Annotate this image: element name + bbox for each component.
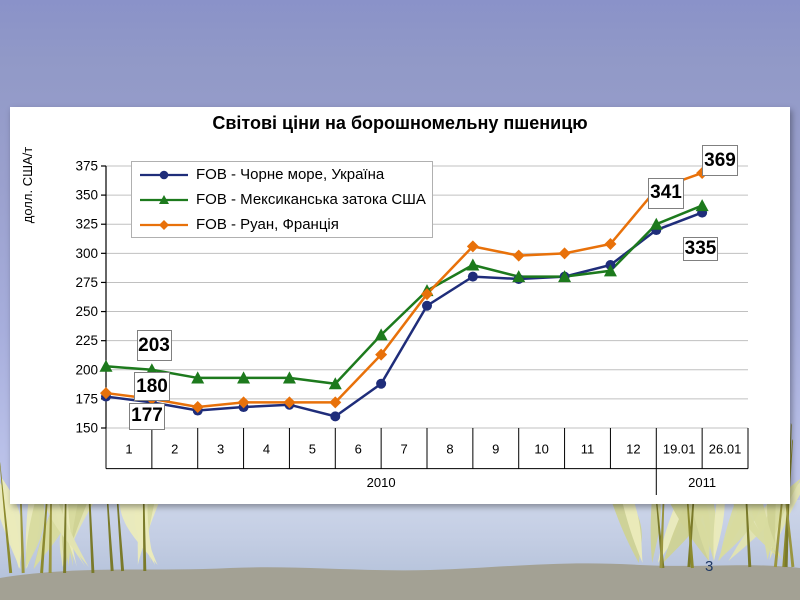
svg-text:1: 1 [125,441,132,456]
svg-text:3: 3 [217,441,224,456]
svg-text:9: 9 [492,441,499,456]
svg-text:300: 300 [75,246,98,261]
svg-text:2011: 2011 [688,475,716,490]
svg-text:2010: 2010 [367,475,396,490]
svg-text:6: 6 [355,441,362,456]
svg-text:10: 10 [534,441,548,456]
svg-text:19.01: 19.01 [663,441,696,456]
svg-text:2: 2 [171,441,178,456]
svg-text:250: 250 [75,304,98,319]
svg-text:375: 375 [75,159,98,174]
svg-text:150: 150 [75,421,98,436]
svg-text:8: 8 [446,441,453,456]
svg-text:11: 11 [581,441,595,456]
svg-text:175: 175 [75,391,98,406]
svg-text:7: 7 [400,441,407,456]
svg-text:225: 225 [75,333,98,348]
svg-text:5: 5 [309,441,316,456]
svg-text:12: 12 [626,441,640,456]
svg-text:4: 4 [263,441,270,456]
svg-text:26.01: 26.01 [709,441,742,456]
svg-text:350: 350 [75,188,98,203]
svg-text:325: 325 [75,217,98,232]
svg-text:200: 200 [75,362,98,377]
svg-text:275: 275 [75,275,98,290]
